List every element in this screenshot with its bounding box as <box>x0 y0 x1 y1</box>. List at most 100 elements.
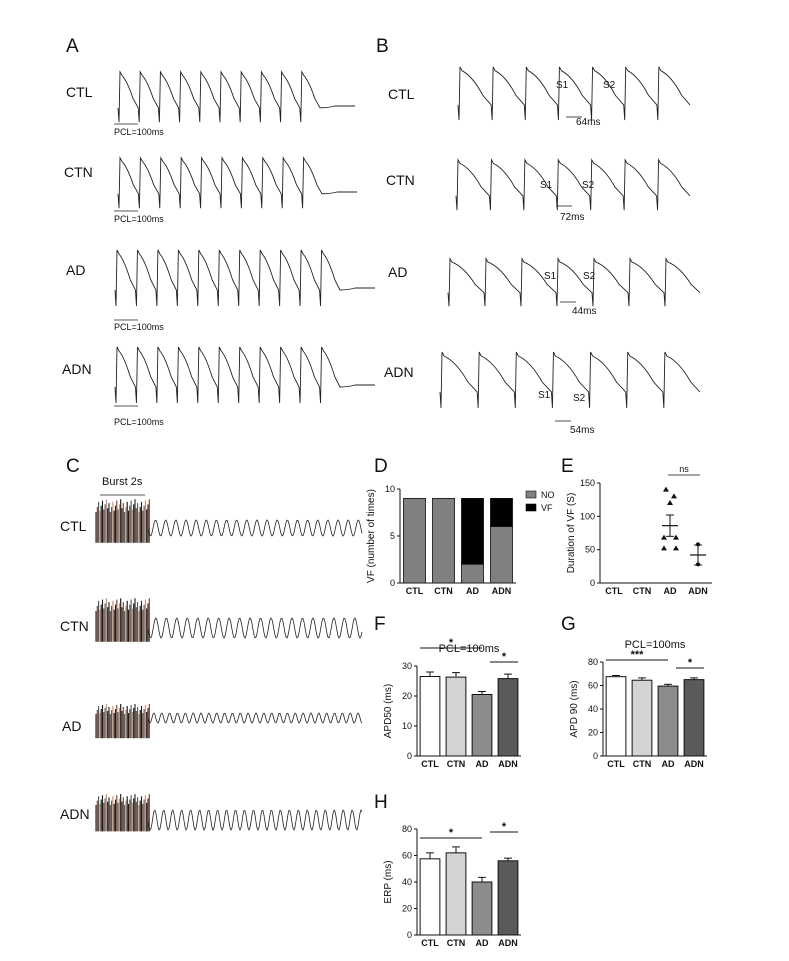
b-s1-label: S1 <box>556 80 569 91</box>
y-axis-label: VF (number of times) <box>366 489 377 583</box>
bar-no <box>403 497 426 584</box>
bar-no <box>490 526 513 584</box>
x-tick-label: CTL <box>406 586 424 596</box>
x-tick-label: CTL <box>607 759 625 769</box>
sig-marker: * <box>502 821 507 833</box>
y-tick-label: 40 <box>588 704 598 714</box>
bar <box>683 679 705 757</box>
bar <box>497 860 519 936</box>
c-row-label: AD <box>62 718 82 734</box>
ap-trace <box>455 158 691 211</box>
chart-title: PCL=100ms <box>625 639 686 651</box>
y-axis-label: Duration of VF (S) <box>566 493 577 574</box>
x-tick-label: CTL <box>421 759 439 769</box>
b-s2-label: S2 <box>573 393 586 404</box>
y-tick-label: 60 <box>588 681 598 691</box>
legend-swatch-no <box>525 490 537 499</box>
c-row-label: CTN <box>60 618 89 634</box>
panel-label-h: H <box>374 792 388 813</box>
sig-marker: ns <box>679 464 689 474</box>
data-point-ad <box>661 534 667 540</box>
x-tick-label: ADN <box>684 759 704 769</box>
ap-trace <box>457 66 691 121</box>
ap-trace <box>114 249 375 307</box>
b-s2-label: S2 <box>583 271 596 282</box>
bar <box>605 676 627 757</box>
bar-no <box>432 497 455 584</box>
y-tick-label: 20 <box>402 904 412 914</box>
vf-trace <box>147 809 363 832</box>
y-tick-label: 0 <box>407 930 412 940</box>
b-row-label: CTN <box>386 172 415 188</box>
a-row-label: CTN <box>64 164 93 180</box>
a-row-label: ADN <box>62 361 92 377</box>
y-tick-label: 20 <box>402 691 412 701</box>
bar <box>471 694 493 757</box>
ap-trace <box>117 156 357 209</box>
y-tick-label: 0 <box>593 751 598 761</box>
y-tick-label: 20 <box>588 728 598 738</box>
b-row-label: CTL <box>388 86 415 102</box>
x-tick-label: AD <box>476 938 489 948</box>
y-tick-label: 60 <box>402 851 412 861</box>
a-row-label: AD <box>66 262 86 278</box>
legend-label-vf: VF <box>541 503 553 513</box>
x-tick-label: AD <box>466 586 479 596</box>
data-point-ad <box>663 486 669 492</box>
b-interval-label: 64ms <box>576 117 601 128</box>
y-tick-label: 150 <box>580 478 595 488</box>
a-pcl-label: PCL=100ms <box>114 322 164 332</box>
bar <box>497 678 519 757</box>
ap-trace <box>114 346 375 404</box>
bar-vf <box>490 497 513 527</box>
data-point-ad <box>667 500 673 505</box>
y-tick-label: 0 <box>390 578 395 588</box>
data-point-ad <box>673 545 679 551</box>
b-interval-label: 54ms <box>570 425 595 436</box>
x-tick-label: ADN <box>498 759 518 769</box>
chart-title: PCL=100ms <box>439 643 500 655</box>
y-tick-label: 0 <box>590 578 595 588</box>
sig-marker: *** <box>631 649 645 661</box>
x-tick-label: CTN <box>447 759 466 769</box>
a-pcl-label: PCL=100ms <box>114 127 164 137</box>
a-pcl-label: PCL=100ms <box>114 214 164 224</box>
vf-trace <box>147 617 363 639</box>
y-tick-label: 50 <box>585 545 595 555</box>
legend-label-no: NO <box>541 490 555 500</box>
y-tick-label: 80 <box>588 657 598 667</box>
bar <box>419 858 441 936</box>
sig-marker: * <box>449 637 454 649</box>
data-point-ad <box>671 493 677 499</box>
y-axis-label: ERP (ms) <box>383 860 394 903</box>
x-tick-label: CTN <box>633 759 652 769</box>
data-point-ad <box>661 545 667 551</box>
a-pcl-label: PCL=100ms <box>114 417 164 427</box>
sig-marker: * <box>502 651 507 663</box>
ap-trace <box>447 257 701 307</box>
x-tick-label: CTN <box>434 586 453 596</box>
data-point-ad <box>673 534 679 540</box>
x-tick-label: CTN <box>633 586 652 596</box>
a-row-label: CTL <box>66 84 93 100</box>
c-row-label: ADN <box>60 806 90 822</box>
bar-no <box>461 563 484 584</box>
panel-label-b: B <box>376 36 389 57</box>
panel-label-c: C <box>66 456 80 477</box>
c-row-label: CTL <box>60 518 87 534</box>
x-tick-label: CTL <box>605 586 623 596</box>
b-interval-label: 44ms <box>572 306 597 317</box>
x-tick-label: AD <box>476 759 489 769</box>
y-tick-label: 10 <box>385 484 395 494</box>
y-tick-label: 0 <box>407 751 412 761</box>
vf-trace <box>147 712 363 724</box>
panel-label-a: A <box>66 36 79 57</box>
ap-trace <box>117 70 355 123</box>
x-tick-label: ADN <box>688 586 708 596</box>
bar-vf <box>461 497 484 565</box>
x-tick-label: AD <box>662 759 675 769</box>
sig-marker: * <box>449 827 454 839</box>
bar <box>445 676 467 757</box>
